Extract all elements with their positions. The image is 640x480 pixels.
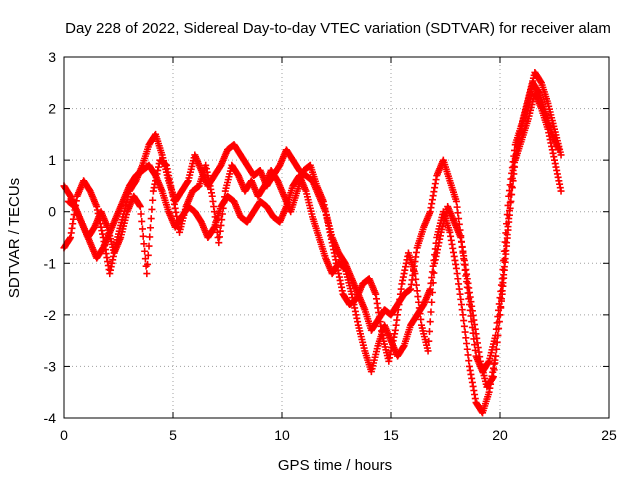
data-point-track-c (491, 359, 499, 367)
data-point-track-c (505, 207, 513, 215)
data-point-track-c (504, 223, 512, 231)
x-axis-label: GPS time / hours (278, 457, 392, 474)
data-point-track-c (492, 352, 500, 360)
data-point-track-a (557, 151, 565, 159)
y-tick-label: 0 (48, 204, 56, 220)
plot-frame (63, 56, 610, 419)
data-point-track-c (149, 196, 157, 204)
data-point-track-c (502, 247, 510, 255)
data-point-track-c (430, 269, 438, 277)
y-tick-label: -2 (44, 307, 57, 323)
x-tick-label: 5 (169, 427, 177, 443)
data-point-track-c (144, 260, 152, 268)
data-point-track-c (492, 345, 500, 353)
y-tick-label: -1 (44, 255, 57, 271)
y-tick-label: -3 (44, 358, 57, 374)
data-point-track-b (557, 187, 565, 195)
data-point-track-c (507, 191, 515, 199)
data-point-track-c (428, 289, 436, 297)
ticks: 0 5 10 15 20 25 -4 -3 -2 -1 0 1 2 3 (44, 49, 617, 443)
data-point-track-c (138, 225, 146, 233)
data-point-track-c (145, 242, 153, 250)
data-point-track-c (503, 239, 511, 247)
y-tick-label: -4 (44, 410, 57, 426)
data-point-track-c (508, 183, 516, 191)
x-tick-label: 0 (60, 427, 68, 443)
x-tick-label: 20 (492, 427, 508, 443)
data-point-track-c (429, 279, 437, 287)
data-point-track-c (503, 231, 511, 239)
data-point-track-c (138, 217, 146, 225)
data-point-track-c (490, 366, 498, 374)
data-point-track-c (495, 318, 503, 326)
data-point-track-c (140, 240, 148, 248)
data-point-track-c (146, 233, 154, 241)
x-tick-label: 25 (601, 427, 617, 443)
data-point-track-c (428, 298, 436, 306)
data-point-track-c (506, 199, 514, 207)
x-tick-label: 15 (383, 427, 399, 443)
x-tick-label: 10 (274, 427, 290, 443)
axes (63, 56, 610, 419)
data-point-track-c (508, 174, 516, 182)
data-point-track-c (427, 308, 435, 316)
data-point-track-c (148, 205, 156, 213)
y-tick-label: 2 (48, 101, 56, 117)
y-tick-label: 3 (48, 49, 56, 65)
data-point-track-c (496, 311, 504, 319)
data-point-track-c (493, 338, 501, 346)
data-point-track-c (136, 203, 144, 211)
data-point-track-c (424, 347, 432, 355)
data-point-track-c (147, 215, 155, 223)
data-points (60, 68, 565, 417)
data-point-track-c (425, 337, 433, 345)
data-point-track-c (500, 271, 508, 279)
data-point-track-c (555, 146, 563, 154)
data-point-track-c (141, 247, 149, 255)
data-point-track-c (426, 327, 434, 335)
data-point-track-c (498, 287, 506, 295)
data-point-track-c (137, 210, 145, 218)
data-point-track-c (497, 295, 505, 303)
data-point-track-c (501, 255, 509, 263)
data-point-track-c (139, 232, 147, 240)
data-point-track-c (494, 331, 502, 339)
data-point-track-c (499, 279, 507, 287)
data-point-track-c (144, 251, 152, 259)
data-point-track-c (143, 270, 151, 278)
y-axis-label: SDTVAR / TECUs (6, 178, 23, 298)
chart-title: Day 228 of 2022, Sidereal Day-to-day VTE… (65, 20, 611, 37)
data-point-track-c (495, 325, 503, 333)
data-point-track-c (426, 318, 434, 326)
data-point-track-c (489, 373, 497, 381)
data-point-track-c (505, 215, 513, 223)
data-point-track-c (497, 303, 505, 311)
y-tick-label: 1 (48, 152, 56, 168)
data-point-track-c (500, 263, 508, 271)
data-point-track-c (146, 224, 154, 232)
